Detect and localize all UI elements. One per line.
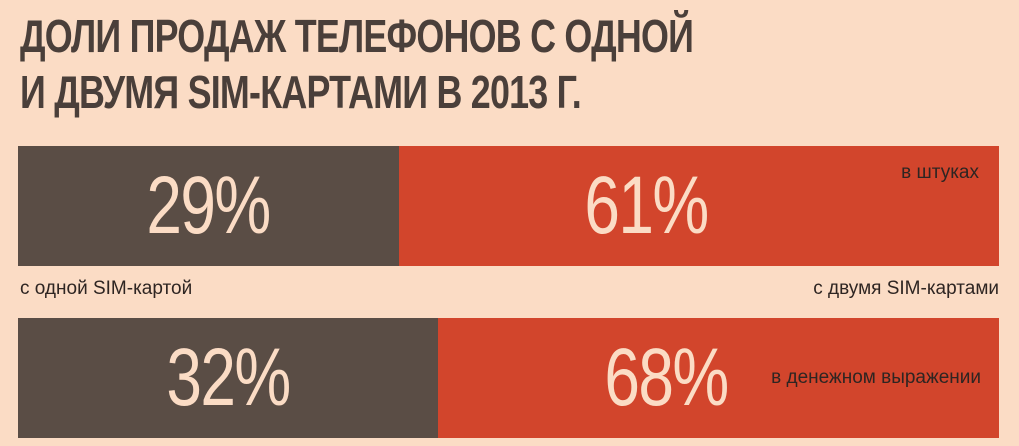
bar-segment-dual-sim-money: 68% — [438, 318, 999, 438]
value-label-single-sim-units: 29% — [146, 160, 272, 251]
chart-title-line-2: И ДВУМЯ SIM-КАРТАМИ В 2013 Г. — [20, 66, 582, 118]
legend-single-sim: с одной SIM-картой — [20, 278, 193, 299]
category-label-money: в денежном выражении — [771, 367, 981, 388]
value-label-dual-sim-units: 61% — [584, 160, 709, 251]
bar-units: 29% 61% в штуках — [18, 146, 999, 266]
value-label-dual-sim-money: 68% — [603, 332, 729, 423]
legend-dual-sim: с двумя SIM-картами — [813, 278, 999, 299]
bar-money: 32% 68% в денежном выражении — [18, 318, 999, 438]
value-label-single-sim-money: 32% — [166, 332, 291, 423]
chart-title-line-1: ДОЛИ ПРОДАЖ ТЕЛЕФОНОВ С ОДНОЙ — [20, 10, 694, 62]
bar-segment-single-sim-units: 29% — [18, 146, 399, 266]
bar-segment-dual-sim-units: 61% — [399, 146, 999, 266]
category-label-units: в штуках — [901, 162, 979, 183]
bar-segment-single-sim-money: 32% — [18, 318, 438, 438]
chart-title: ДОЛИ ПРОДАЖ ТЕЛЕФОНОВ С ОДНОЙ И ДВУМЯ SI… — [20, 8, 694, 120]
